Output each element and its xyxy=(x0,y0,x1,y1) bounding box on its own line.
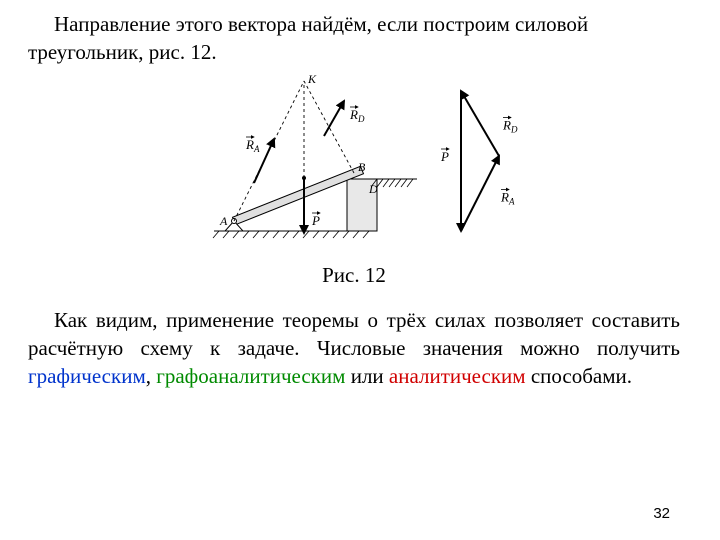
svg-text:RA: RA xyxy=(500,189,515,206)
text-graphanalytical: графоаналитическим xyxy=(156,364,345,388)
text-sep2: или xyxy=(345,364,388,388)
svg-text:RD: RD xyxy=(349,107,365,124)
svg-text:D: D xyxy=(368,182,378,196)
svg-text:P: P xyxy=(311,213,320,228)
svg-text:A: A xyxy=(219,214,228,228)
figure-12: K A BD RA RD P P RD RA xyxy=(28,71,680,257)
svg-text:RD: RD xyxy=(502,117,518,134)
svg-text:P: P xyxy=(440,149,449,164)
figure-caption: Рис. 12 xyxy=(28,263,680,288)
text-sep1: , xyxy=(146,364,157,388)
text-analytical: аналитическим xyxy=(389,364,526,388)
text-graphical: графическим xyxy=(28,364,146,388)
svg-text:B: B xyxy=(358,160,366,174)
text-end: способами. xyxy=(526,364,632,388)
page-number: 32 xyxy=(653,505,670,522)
text-methods-a: Как видим, применение теоремы о трёх сил… xyxy=(28,308,680,360)
paragraph-methods: Как видим, применение теоремы о трёх сил… xyxy=(28,306,680,391)
svg-text:K: K xyxy=(307,72,317,86)
paragraph-intro: Направление этого вектора найдём, если п… xyxy=(28,10,680,67)
svg-text:RA: RA xyxy=(245,137,260,154)
